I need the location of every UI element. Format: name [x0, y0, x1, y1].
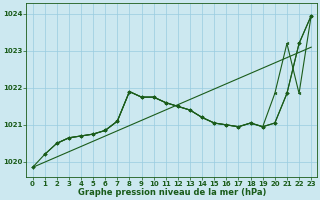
X-axis label: Graphe pression niveau de la mer (hPa): Graphe pression niveau de la mer (hPa): [78, 188, 266, 197]
